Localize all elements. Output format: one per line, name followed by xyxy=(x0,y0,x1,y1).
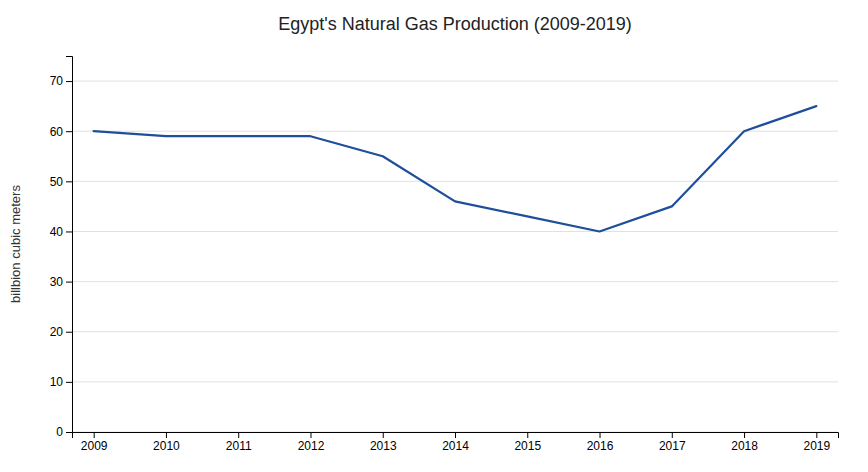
chart-container: 2009201020112012201320142015201620172018… xyxy=(0,0,868,472)
x-tick: 2015 xyxy=(514,432,541,453)
y-tick-mark xyxy=(66,332,72,333)
x-tick-label: 2018 xyxy=(731,439,758,453)
x-axis: 2009 2010 2011 2012 2013 2014 2015 2016 2017 2018… xyxy=(73,432,839,453)
x-tick-mark xyxy=(816,432,817,438)
y-tick-label: 60 xyxy=(50,125,64,139)
plot-area: 2009201020112012201320142015201620172018… xyxy=(50,57,839,453)
y-tick-label: 50 xyxy=(50,175,64,189)
y-axis-line xyxy=(66,57,73,433)
y-tick-label: 70 xyxy=(50,74,64,88)
marks xyxy=(94,106,817,231)
x-tick-label: 2012 xyxy=(298,439,325,453)
x-tick-label: 2019 xyxy=(803,439,830,453)
y-tick-label: 30 xyxy=(50,275,64,289)
y-tick-mark xyxy=(66,432,72,433)
x-tick: 2013 xyxy=(370,432,397,453)
grid-line xyxy=(72,231,838,232)
x-tick: 2018 xyxy=(731,432,758,453)
y-tick-mark xyxy=(66,131,72,132)
x-tick-label: 2010 xyxy=(153,439,180,453)
x-tick-mark xyxy=(238,432,239,438)
x-tick-mark xyxy=(527,432,528,438)
title: Egypt's Natural Gas Production (2009-201… xyxy=(278,14,632,34)
y-tick: 50 xyxy=(50,175,72,189)
y-tick: 10 xyxy=(50,375,72,389)
y-axis-title: billbion cubic meters xyxy=(8,185,23,303)
x-tick-mark xyxy=(94,432,95,438)
grid-line xyxy=(72,381,838,382)
x-tick: 2016 xyxy=(587,432,614,453)
chart-svg: 2009201020112012201320142015201620172018… xyxy=(0,0,868,472)
x-tick-mark xyxy=(166,432,167,438)
x-tick-label: 2013 xyxy=(370,439,397,453)
y-tick-label: 10 xyxy=(50,375,64,389)
y-tick: 20 xyxy=(50,325,72,339)
x-tick-label: 2015 xyxy=(514,439,541,453)
y-tick-mark xyxy=(66,382,72,383)
x-tick-mark xyxy=(672,432,673,438)
grid-line xyxy=(72,181,838,182)
x-tick-label: 2017 xyxy=(659,439,686,453)
x-tick: 2017 xyxy=(659,432,686,453)
x-tick-label: 2016 xyxy=(587,439,614,453)
line xyxy=(94,106,817,231)
x-tick: 2014 xyxy=(442,432,469,453)
x-tick-mark xyxy=(455,432,456,438)
x-tick: 2009 xyxy=(81,432,108,453)
y-tick: 70 xyxy=(50,74,72,88)
x-tick-mark xyxy=(383,432,384,438)
y-tick-mark xyxy=(66,231,72,232)
y-tick-mark xyxy=(66,181,72,182)
y-tick-mark xyxy=(66,282,72,283)
y-tick-mark xyxy=(66,81,72,82)
x-tick: 2012 xyxy=(298,432,325,453)
grid-line xyxy=(72,131,838,132)
y-tick: 30 xyxy=(50,275,72,289)
x-tick-mark xyxy=(744,432,745,438)
x-tick-label: 2014 xyxy=(442,439,469,453)
grid-line xyxy=(72,281,838,282)
y-tick-label: 20 xyxy=(50,325,64,339)
y-tick-label: 40 xyxy=(50,225,64,239)
x-tick: 2011 xyxy=(226,432,252,453)
grid-line xyxy=(72,81,838,82)
y-tick-label: 0 xyxy=(56,425,63,439)
x-tick-mark xyxy=(310,432,311,438)
x-tick-label: 2009 xyxy=(81,439,108,453)
y-tick: 60 xyxy=(50,125,72,139)
x-axis-line xyxy=(73,433,839,439)
y-axis: 0 10 20 30 40 50 60 70 xyxy=(50,57,73,440)
grid xyxy=(72,81,838,432)
x-tick-mark xyxy=(600,432,601,438)
y-tick: 0 xyxy=(56,425,72,439)
grid-line xyxy=(72,331,838,332)
x-tick-label: 2011 xyxy=(226,439,252,453)
x-tick: 2010 xyxy=(153,432,180,453)
x-tick: 2019 xyxy=(803,432,830,453)
y-tick: 40 xyxy=(50,225,72,239)
